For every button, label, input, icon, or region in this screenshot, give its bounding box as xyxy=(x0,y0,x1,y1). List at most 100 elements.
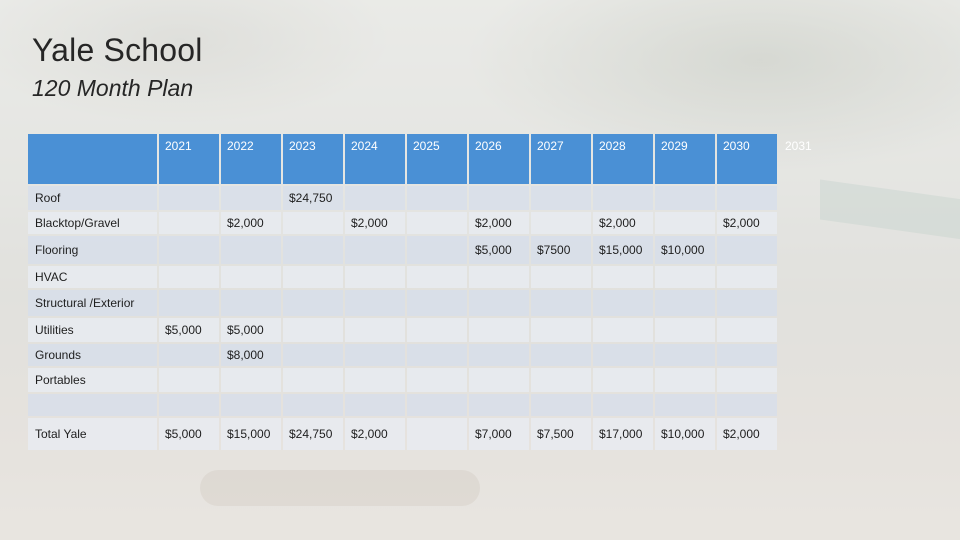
header-year: 2021 xyxy=(159,134,219,184)
table-cell xyxy=(531,394,591,416)
table-cell xyxy=(593,266,653,288)
table-cell xyxy=(531,368,591,392)
table-cell xyxy=(655,368,715,392)
table-cell xyxy=(283,394,343,416)
table-row: Roof $24,750 xyxy=(28,186,839,210)
table-cell xyxy=(221,394,281,416)
header-year: 2026 xyxy=(469,134,529,184)
table-cell: $5,000 xyxy=(159,318,219,342)
table-cell: $17,000 xyxy=(593,418,653,450)
table-cell xyxy=(717,290,777,316)
table-cell xyxy=(469,186,529,210)
table-row: Blacktop/Gravel $2,000 $2,000 $2,000 $2,000 $… xyxy=(28,212,839,234)
table-cell xyxy=(593,290,653,316)
table-cell xyxy=(469,394,529,416)
table-cell xyxy=(717,186,777,210)
table-cell xyxy=(221,266,281,288)
table-cell xyxy=(407,212,467,234)
table-cell xyxy=(655,344,715,366)
table-cell: $2,000 xyxy=(593,212,653,234)
plan-table: 2021 2022 2023 2024 2025 2026 2027 2028 … xyxy=(26,132,841,452)
table-cell xyxy=(469,290,529,316)
table-cell xyxy=(345,318,405,342)
table-cell xyxy=(717,368,777,392)
table-cell xyxy=(159,290,219,316)
table-cell xyxy=(407,368,467,392)
header-year: 2028 xyxy=(593,134,653,184)
row-label: Utilities xyxy=(28,318,157,342)
table-cell: $7500 xyxy=(531,236,591,264)
table-cell xyxy=(531,266,591,288)
background-roof-shape xyxy=(820,179,960,241)
page-title: Yale School xyxy=(32,32,203,68)
table-cell xyxy=(717,344,777,366)
table-row: Flooring $5,000 $7500 $15,000 $10,000 xyxy=(28,236,839,264)
table-cell xyxy=(159,236,219,264)
table-cell: $10,000 xyxy=(655,418,715,450)
table-cell xyxy=(407,418,467,450)
table-cell xyxy=(717,394,777,416)
table-cell: $7,000 xyxy=(469,418,529,450)
table-cell: $7,500 xyxy=(531,418,591,450)
table-row: HVAC xyxy=(28,266,839,288)
table-cell xyxy=(283,368,343,392)
row-label: HVAC xyxy=(28,266,157,288)
table-cell xyxy=(779,418,839,450)
table-cell xyxy=(531,212,591,234)
table-cell xyxy=(779,212,839,234)
table-cell xyxy=(593,186,653,210)
table-row: Utilities $5,000 $5,000 xyxy=(28,318,839,342)
table-row xyxy=(28,394,839,416)
table-cell: $15,000 xyxy=(593,236,653,264)
background-log-shape xyxy=(200,470,480,506)
table-cell xyxy=(531,344,591,366)
table-cell xyxy=(531,186,591,210)
table-cell xyxy=(159,186,219,210)
row-label: Flooring xyxy=(28,236,157,264)
table-cell: $5,000 xyxy=(469,236,529,264)
table-cell xyxy=(345,266,405,288)
row-label: Grounds xyxy=(28,344,157,366)
table-cell xyxy=(407,344,467,366)
table-cell xyxy=(221,236,281,264)
row-label: Portables xyxy=(28,368,157,392)
table-cell xyxy=(779,236,839,264)
table-cell xyxy=(655,266,715,288)
table-cell xyxy=(159,394,219,416)
table-cell xyxy=(345,394,405,416)
table-cell xyxy=(717,318,777,342)
header-year: 2027 xyxy=(531,134,591,184)
table-cell xyxy=(345,236,405,264)
table-cell xyxy=(779,344,839,366)
table-cell xyxy=(345,344,405,366)
table-cell xyxy=(779,186,839,210)
table-cell xyxy=(407,394,467,416)
table-cell xyxy=(593,318,653,342)
table-cell xyxy=(221,290,281,316)
table-cell xyxy=(221,368,281,392)
table-cell xyxy=(469,266,529,288)
table-cell: $24,750 xyxy=(283,418,343,450)
table-cell xyxy=(779,394,839,416)
header-row: 2021 2022 2023 2024 2025 2026 2027 2028 … xyxy=(28,134,839,184)
table-cell xyxy=(221,186,281,210)
table-cell xyxy=(593,368,653,392)
table-cell xyxy=(283,212,343,234)
table-cell xyxy=(469,344,529,366)
table-cell xyxy=(345,186,405,210)
header-year: 2025 xyxy=(407,134,467,184)
table-cell: $2,000 xyxy=(469,212,529,234)
table-cell xyxy=(407,318,467,342)
table-cell xyxy=(283,290,343,316)
table-cell: $5,000 xyxy=(221,318,281,342)
header-year: 2022 xyxy=(221,134,281,184)
table-cell xyxy=(779,290,839,316)
table-cell xyxy=(531,290,591,316)
table-cell xyxy=(779,368,839,392)
table-row: Grounds $8,000 xyxy=(28,344,839,366)
table-cell xyxy=(655,394,715,416)
table-cell xyxy=(283,266,343,288)
table-cell: $2,000 xyxy=(717,418,777,450)
header-year: 2023 xyxy=(283,134,343,184)
table-cell: $2,000 xyxy=(221,212,281,234)
